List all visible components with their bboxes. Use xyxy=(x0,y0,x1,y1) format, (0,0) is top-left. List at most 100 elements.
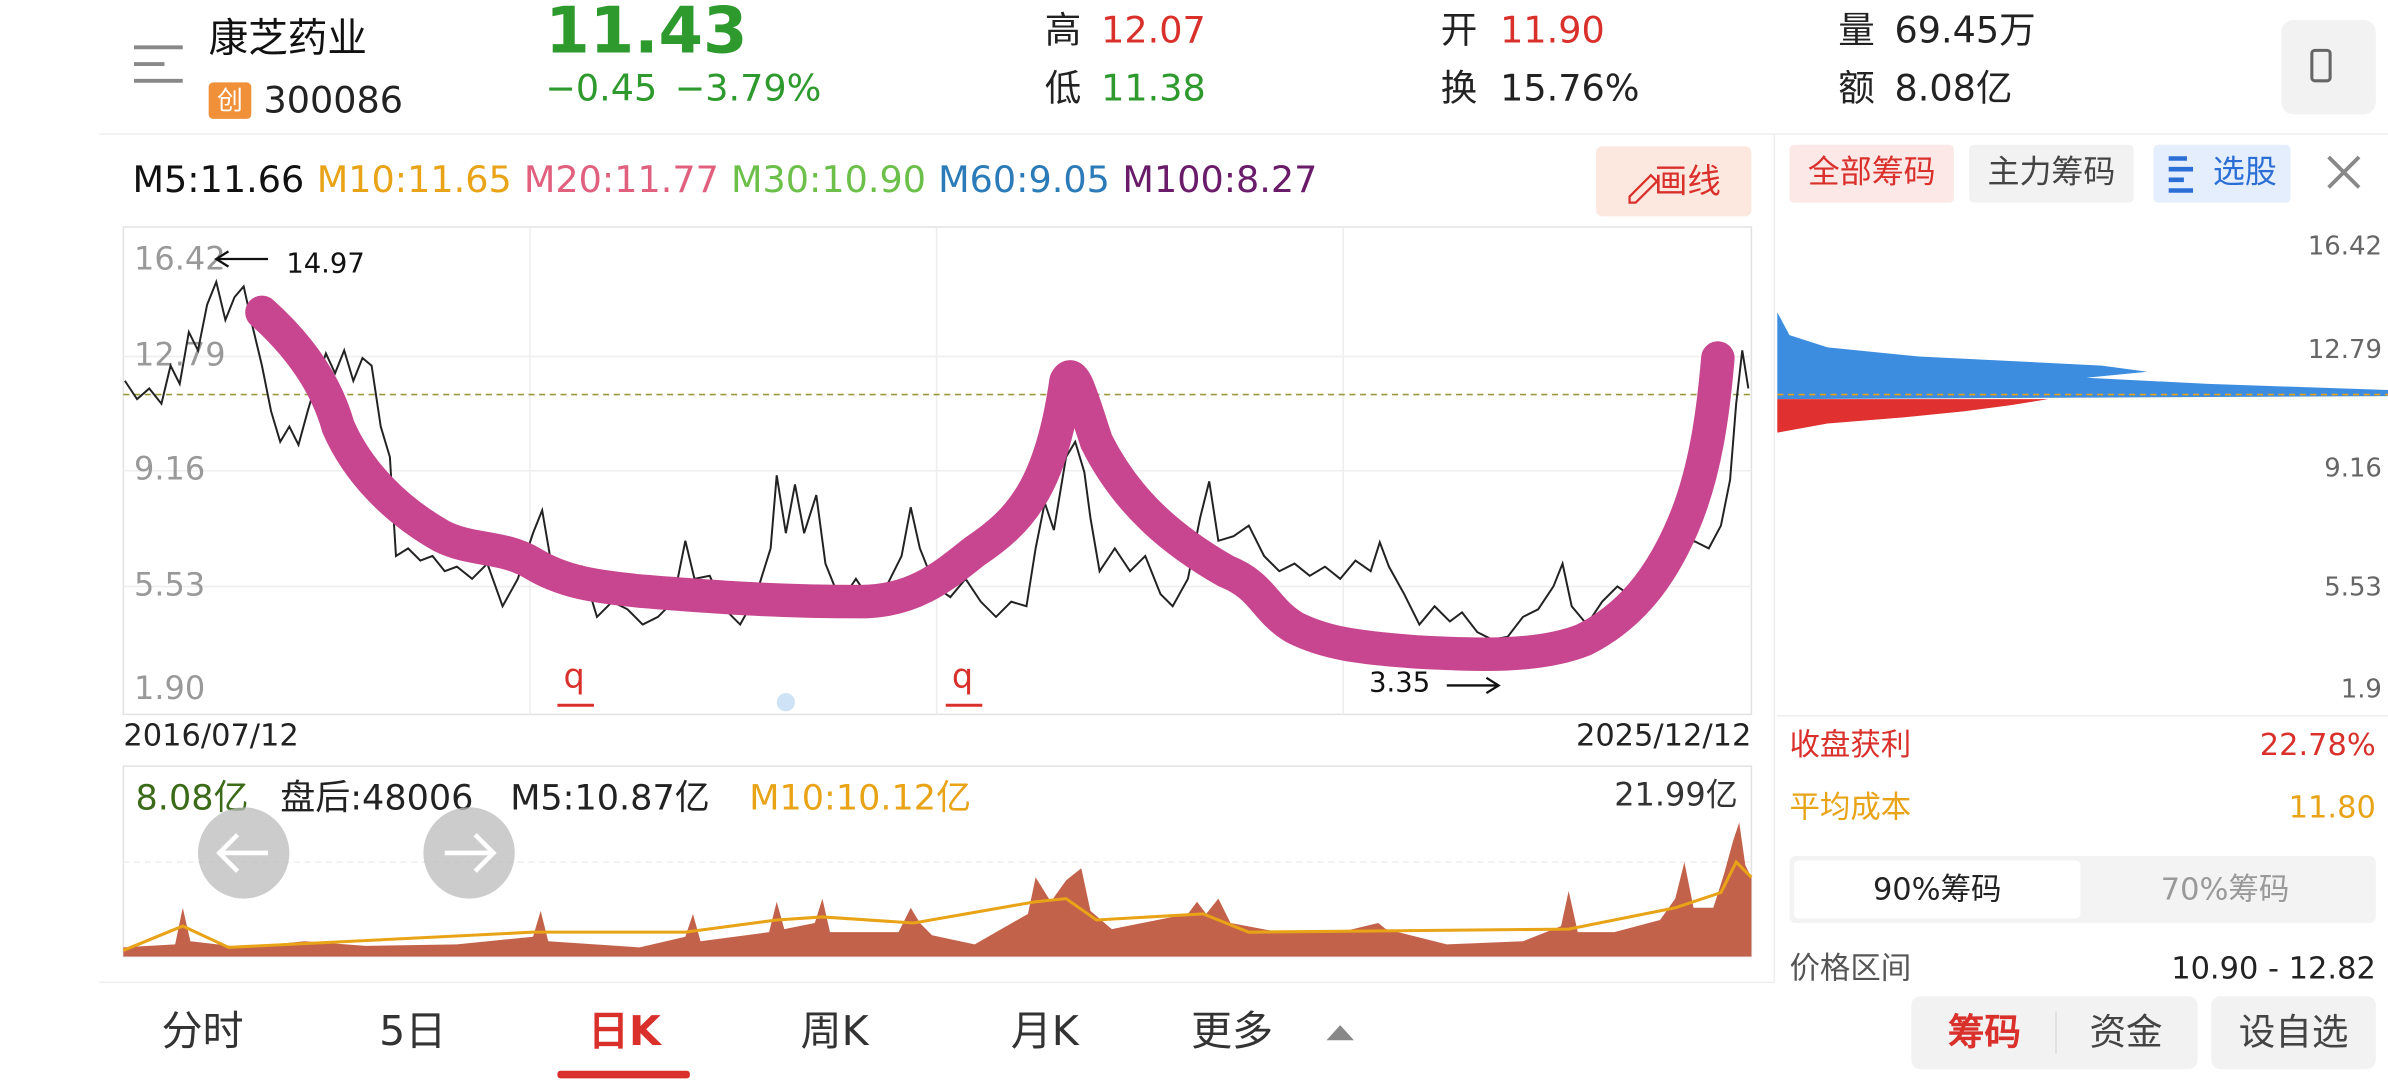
period-tab[interactable]: 月K xyxy=(1011,1007,1080,1055)
amount: 8.08亿 xyxy=(1895,66,2013,109)
end-date: 2025/12/12 xyxy=(1576,719,1751,754)
button-bg xyxy=(1794,860,2081,919)
stat-value: 22.78% xyxy=(2260,728,2376,763)
volume-m10: M10:10.12亿 xyxy=(749,778,971,819)
arrow-head xyxy=(214,250,230,268)
mark-label: q xyxy=(564,656,585,695)
bottom-button[interactable]: 设自选 xyxy=(2239,1011,2349,1054)
volume: 69.45万 xyxy=(1895,9,2036,52)
expand-icon xyxy=(1326,1025,1354,1041)
arrow xyxy=(444,833,497,873)
arrow xyxy=(216,833,269,873)
price: 11.43 xyxy=(545,0,747,69)
label: 高 xyxy=(1045,9,1082,52)
low: 11.38 xyxy=(1101,66,1206,109)
change: −0.45 xyxy=(545,66,657,109)
stat-value: 11.80 xyxy=(2289,790,2376,825)
period-tab[interactable]: 更多 xyxy=(1191,1007,1273,1055)
period-tabs: 分时 5日 日K 周K 月K 更多 xyxy=(161,1007,1273,1055)
toggle-option[interactable]: 90%筹码 xyxy=(1794,860,2081,919)
start-date: 2016/07/12 xyxy=(123,719,298,754)
board-label: 创 xyxy=(217,87,243,117)
nav-left[interactable] xyxy=(197,807,290,899)
signal-mark: q q xyxy=(557,656,983,707)
y-tick-label: 12.79 xyxy=(134,335,226,373)
y-tick-label: 12.79 xyxy=(2308,335,2382,365)
high: 12.07 xyxy=(1101,9,1206,52)
label: 额 xyxy=(1838,66,1875,109)
y-tick-label: 16.42 xyxy=(134,240,226,278)
side-tab[interactable]: 全部筹码 xyxy=(1789,144,1954,203)
side-tab[interactable]: 主力筹码 xyxy=(1969,144,2134,203)
button-bg xyxy=(1789,144,1954,203)
hand-drawn-curve xyxy=(245,295,1735,671)
change-pct: −3.79% xyxy=(675,66,822,109)
bottom-button[interactable]: 筹码 xyxy=(1948,1011,2021,1054)
nav-right[interactable] xyxy=(423,807,515,899)
y-tick-label: 9.16 xyxy=(2324,454,2382,484)
tab-label: 全部筹码 xyxy=(1808,153,1936,191)
period-tab[interactable]: 周K xyxy=(801,1007,870,1055)
tab-label: 主力筹码 xyxy=(1987,153,2115,191)
after-hours: 盘后:48006 xyxy=(280,778,473,819)
menu-icon[interactable] xyxy=(134,45,183,83)
annotation: 3.35 xyxy=(1369,667,1430,698)
label: 低 xyxy=(1045,66,1082,109)
annotation: 14.97 xyxy=(286,249,364,280)
arrow-head xyxy=(1485,676,1501,695)
stat-value: 10.90 - 12.82 xyxy=(2171,952,2376,987)
volume-max: 21.99亿 xyxy=(1614,776,1738,814)
y-tick-label: 16.42 xyxy=(2308,231,2382,261)
button-group xyxy=(1911,996,2198,1070)
side-tab[interactable]: 选股 xyxy=(2153,144,2291,203)
tab-label: 选股 xyxy=(2213,153,2277,191)
period-tab[interactable]: 分时 xyxy=(161,1007,243,1055)
low-note: 3.35 xyxy=(1369,667,1501,698)
ma-row: M5:11.66 M10:11.65 M20:11.77 M30:10.90 M60:9… xyxy=(132,158,1317,201)
close-button[interactable] xyxy=(2327,155,2361,189)
y-tick-label: 1.90 xyxy=(134,669,205,707)
volume-ma xyxy=(122,859,1753,952)
open: 11.90 xyxy=(1500,9,1605,52)
icon xyxy=(2168,156,2194,193)
button-bg xyxy=(2211,996,2376,1070)
volume-bars xyxy=(123,822,1752,957)
chip-distribution-profit xyxy=(1777,312,2388,400)
stock-name: 康芝药业 xyxy=(209,16,367,62)
ma-label: M30:10.90 xyxy=(731,158,926,201)
pen-icon xyxy=(1628,173,1659,204)
device-button[interactable] xyxy=(2281,19,2376,115)
page-dot xyxy=(776,693,795,712)
board-badge xyxy=(208,82,252,119)
ma-label: M10:11.65 xyxy=(317,158,512,201)
y-tick-label: 1.9 xyxy=(2341,675,2382,705)
ma-label: M100:8.27 xyxy=(1122,158,1317,201)
button-label: 画线 xyxy=(1654,161,1721,200)
icon xyxy=(2310,48,2332,83)
draw-button[interactable]: 画线 xyxy=(1596,146,1752,217)
stat-label: 收盘获利 xyxy=(1789,728,1911,763)
toggle-label: 90%筹码 xyxy=(1873,873,2002,908)
ma-label: M20:11.77 xyxy=(524,158,719,201)
stat-label: 价格区间 xyxy=(1789,952,1911,987)
ma-label: M60:9.05 xyxy=(938,158,1110,201)
label: 开 xyxy=(1441,9,1478,52)
toggle-label[interactable]: 70%筹码 xyxy=(2161,873,2290,908)
turnover: 15.76% xyxy=(1500,66,1639,109)
label: 量 xyxy=(1838,9,1875,52)
button-bg xyxy=(1596,146,1752,217)
y-tick-label: 9.16 xyxy=(134,450,205,488)
period-tab[interactable]: 5日 xyxy=(379,1007,446,1055)
stock-code: 300086 xyxy=(263,79,403,122)
active-indicator xyxy=(557,1070,690,1079)
high-note: 14.97 xyxy=(214,249,365,280)
period-tab[interactable]: 日K xyxy=(588,1007,663,1055)
chip-distribution-loss xyxy=(1777,399,2049,433)
volume-m5: M5:10.87亿 xyxy=(510,778,710,819)
label: 换 xyxy=(1441,66,1478,109)
ma-label: M5:11.66 xyxy=(132,158,304,201)
bottom-button[interactable]: 资金 xyxy=(2089,1011,2162,1054)
stat-label: 平均成本 xyxy=(1789,790,1911,825)
button-bg xyxy=(2281,19,2376,115)
